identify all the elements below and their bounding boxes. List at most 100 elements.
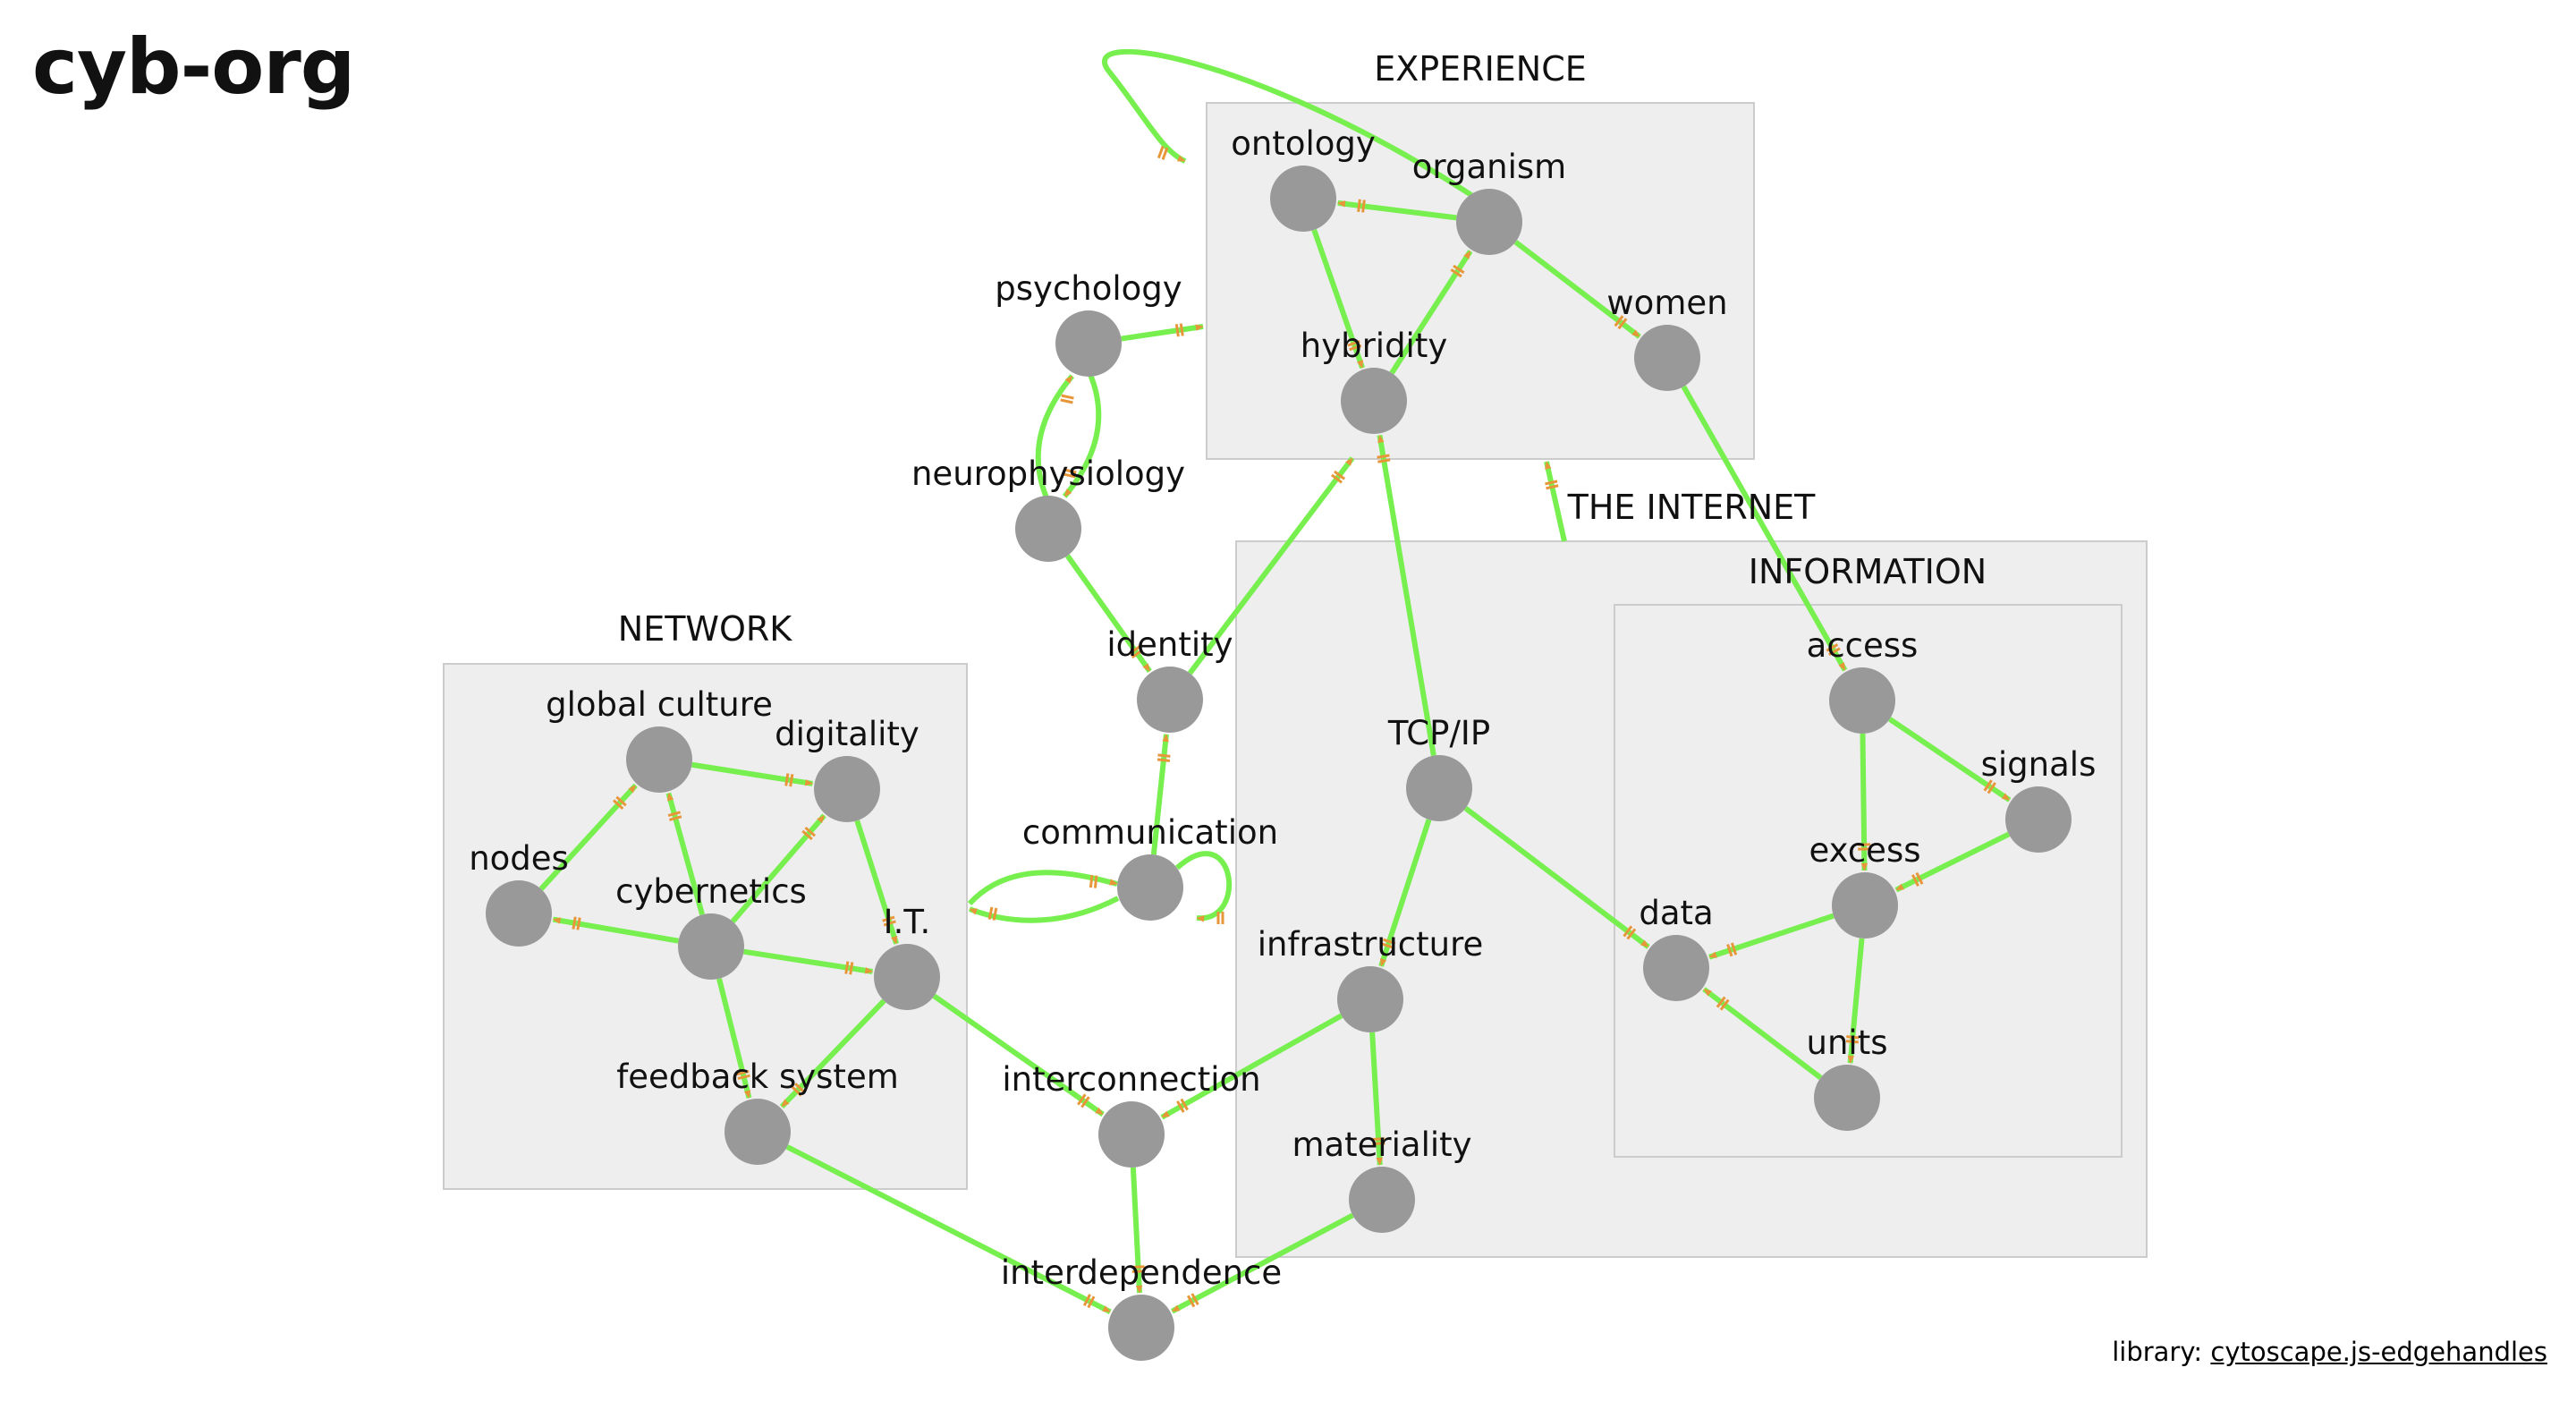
edge-neurophysiology-to-psychology[interactable] [1035,374,1075,497]
group-experience[interactable] [1206,102,1755,460]
edge-handle-mark [1617,318,1628,330]
group-label-network: NETWORK [618,609,793,649]
edge-handle-mark [1334,470,1346,480]
node-communication[interactable] [1117,854,1183,921]
node-infrastructure[interactable] [1337,966,1403,1032]
node-interconnection[interactable] [1098,1101,1165,1168]
edge-handle-mark [1382,938,1396,945]
node-it[interactable] [874,944,940,1010]
edge-communication-to-network[interactable] [968,896,1120,923]
node-organism[interactable] [1456,189,1522,255]
edge-handle-mark [1131,1265,1145,1269]
edge-hybridity-to-organism[interactable] [1389,250,1473,375]
edge-organism-to-ontology[interactable] [1336,200,1457,221]
node-label-hybridity: hybridity [1301,327,1448,365]
node-label-interdependence: interdependence [1001,1253,1282,1292]
edge-handle-mark [1546,484,1559,490]
edge-handle-mark [844,961,850,974]
edge-handle-mark [1347,340,1360,347]
edge-communication-to-communication[interactable] [1175,851,1233,922]
node-feedback-system[interactable] [724,1099,791,1165]
edge-handle-mark [615,795,627,807]
edge-handle-mark [789,774,794,787]
edge-infrastructure-to-interconnection[interactable] [1160,1013,1343,1120]
edge-ontology-to-hybridity[interactable] [1311,228,1365,369]
edge-handle-mark [1826,643,1839,652]
node-ontology[interactable] [1270,166,1336,232]
edge-materiality-to-interdependence[interactable] [1171,1212,1354,1314]
group-label-the-internet: THE INTERNET [1567,488,1817,527]
edge-tcp-ip-to-data[interactable] [1463,805,1650,949]
edge-identity-to-experience[interactable] [1187,456,1355,675]
edge-handle-mark [1063,468,1077,474]
edge-handle-mark [801,829,813,841]
page-title: cyb-org [32,22,355,112]
edge-handle-mark [1157,145,1165,159]
edge-it-to-interconnection[interactable] [932,993,1105,1117]
edge-handle-mark [1187,1295,1196,1308]
node-identity[interactable] [1137,667,1203,733]
node-tcp-ip[interactable] [1406,755,1472,821]
node-digitality[interactable] [814,756,880,822]
edge-handle-mark [794,1083,806,1094]
node-label-interconnection: interconnection [1002,1060,1260,1099]
edge-handle-mark [1626,928,1637,940]
node-units[interactable] [1814,1065,1880,1131]
edge-handle-mark [1179,323,1184,336]
edge-handle-mark [804,826,817,837]
node-excess[interactable] [1832,872,1898,939]
edge-women-to-access[interactable] [1681,385,1848,672]
edge-handle-mark [1911,874,1919,887]
edge-handle-mark [1450,268,1462,278]
node-women[interactable] [1634,325,1700,391]
node-global-culture[interactable] [626,726,692,793]
edge-access-to-excess[interactable] [1860,733,1868,871]
node-signals[interactable] [2005,786,2072,853]
node-neurophysiology[interactable] [1015,496,1081,562]
node-cybernetics[interactable] [678,913,744,980]
node-hybridity[interactable] [1341,368,1407,434]
edge-handle-mark [1077,1093,1087,1106]
edge-handle-mark [882,915,895,922]
node-label-materiality: materiality [1292,1125,1471,1164]
edge-handle-mark [1093,875,1098,888]
node-label-data: data [1639,894,1713,932]
node-psychology[interactable] [1055,310,1122,377]
edge-handle-mark [1987,782,1996,794]
node-access[interactable] [1829,667,1895,734]
edge-handle-mark [1730,942,1738,956]
edge-cybernetics-to-digitality[interactable] [730,813,826,923]
edge-handle-mark [1846,1035,1860,1040]
edge-neurophysiology-to-identity[interactable] [1065,554,1152,673]
edge-handle-mark [1716,996,1726,1008]
edge-handle-mark [784,773,790,786]
edge-network-to-communication[interactable] [967,870,1118,906]
node-label-tcp-ip: TCP/IP [1387,714,1490,752]
edge-the-internet-to-experience[interactable] [1544,461,1567,542]
edge-feedback-system-to-interdependence[interactable] [785,1144,1112,1314]
edge-units-to-data[interactable] [1702,987,1823,1081]
edge-nodes-to-global-culture[interactable] [538,783,638,891]
node-nodes[interactable] [486,880,552,947]
edge-psychology-to-experience[interactable] [1121,324,1204,342]
edge-handle-mark [1828,647,1841,657]
node-interdependence[interactable] [1108,1295,1174,1361]
node-label-organism: organism [1412,148,1566,186]
node-label-excess: excess [1809,831,1920,870]
node-label-signals: signals [1981,745,2097,784]
edge-access-to-signals[interactable] [1887,717,2012,803]
edge-handle-mark [1191,1293,1199,1305]
edge-handle-mark [1080,1096,1090,1108]
node-materiality[interactable] [1349,1167,1415,1233]
edge-tcp-ip-to-hybridity[interactable] [1377,434,1436,757]
edge-organism-to-experience[interactable] [1101,48,1473,198]
node-data[interactable] [1643,935,1709,1001]
edge-psychology-to-neurophysiology[interactable] [1062,375,1102,498]
library-link[interactable]: cytoscape.js-edgehandles [2210,1337,2547,1367]
edge-handle-mark [1614,315,1624,327]
edge-handle-mark [1719,998,1730,1011]
edge-it-to-feedback-system[interactable] [779,998,886,1109]
edge-handle-mark [1063,472,1076,479]
edge-handle-mark [1915,871,1924,885]
